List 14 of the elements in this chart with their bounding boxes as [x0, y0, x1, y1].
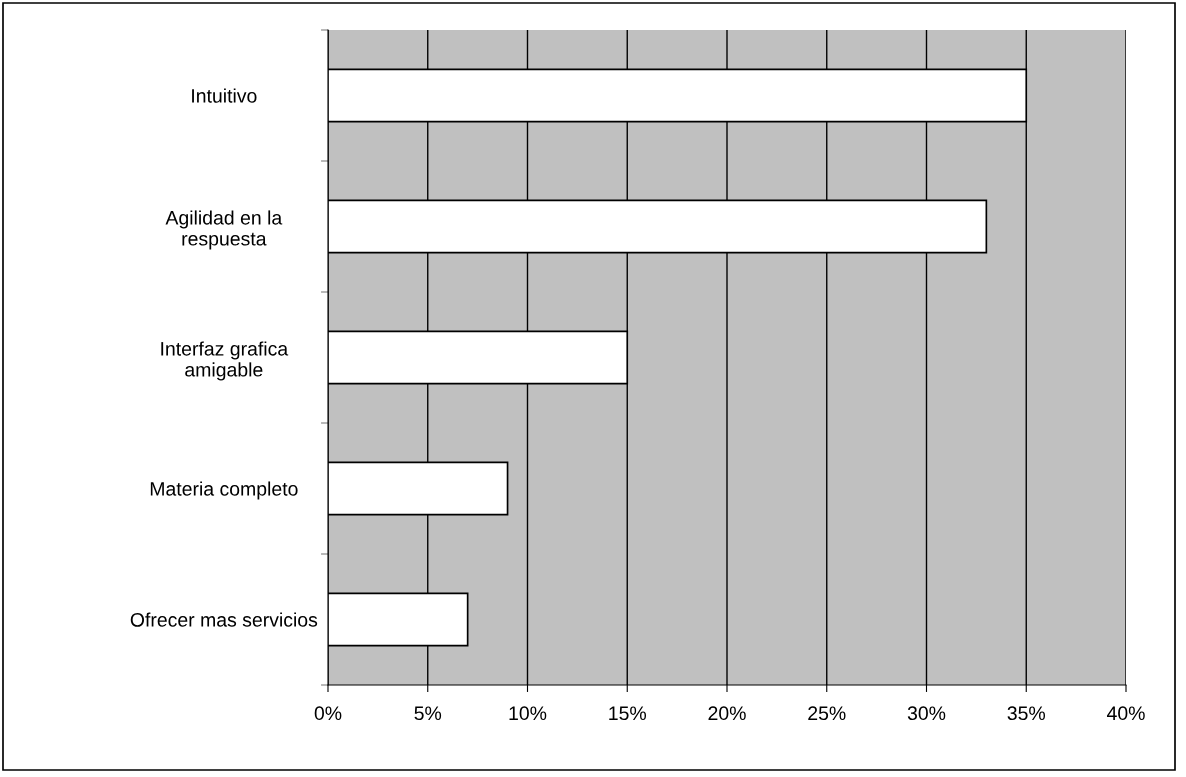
x-tick-label: 15% — [609, 706, 647, 721]
x-tick-label: 25% — [808, 706, 846, 721]
y-tick-label: Agilidad en la respuesta — [165, 210, 283, 250]
x-tick-label: 30% — [907, 706, 946, 721]
x-tick-label: 20% — [708, 706, 746, 721]
x-tick-label: 10% — [509, 706, 547, 721]
y-tick-label: Materia completo — [150, 481, 298, 500]
x-tick-label: 5% — [414, 706, 442, 721]
x-tick-label: 40% — [1106, 706, 1145, 721]
y-tick-label: Intuitivo — [192, 88, 257, 103]
y-tick-label: Interfaz grafica amigable — [161, 341, 289, 381]
y-tick-label: Ofrecer mas servicios — [130, 612, 318, 627]
x-tick-label: 35% — [1007, 706, 1046, 721]
x-tick-label: 0% — [314, 706, 342, 721]
